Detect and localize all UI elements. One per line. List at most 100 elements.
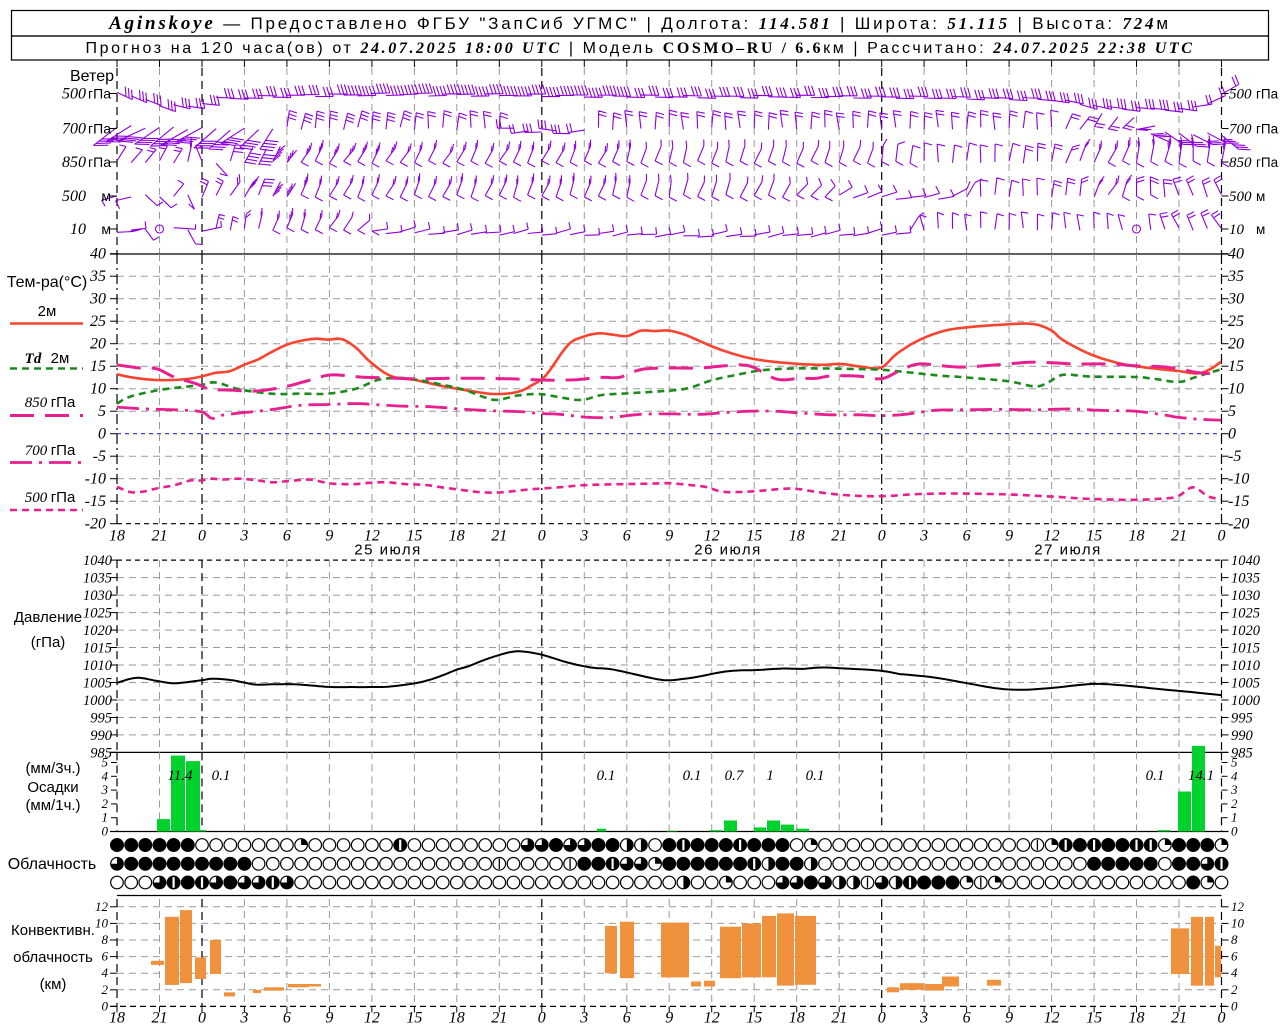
svg-text:3: 3: [239, 528, 248, 545]
svg-text:Ветер: Ветер: [70, 68, 114, 85]
svg-text:12: 12: [1044, 528, 1060, 545]
svg-text:-15: -15: [85, 493, 106, 510]
svg-text:-15: -15: [1228, 493, 1249, 510]
svg-text:9: 9: [325, 528, 333, 545]
svg-text:10: 10: [1229, 222, 1245, 238]
svg-text:1020: 1020: [83, 623, 113, 639]
svg-text:0.7: 0.7: [725, 768, 745, 784]
svg-text:8: 8: [1231, 932, 1238, 947]
svg-text:10: 10: [90, 381, 106, 398]
svg-text:15: 15: [90, 358, 106, 375]
svg-text:3: 3: [101, 782, 109, 797]
svg-text:18: 18: [789, 1010, 805, 1025]
svg-text:2м: 2м: [38, 303, 57, 320]
svg-text:гПа: гПа: [88, 121, 111, 137]
svg-text:0: 0: [1231, 998, 1238, 1013]
svg-text:-10: -10: [1228, 471, 1249, 488]
svg-text:0: 0: [1228, 426, 1236, 443]
svg-text:12: 12: [1044, 1010, 1060, 1025]
svg-text:1030: 1030: [83, 588, 113, 604]
svg-text:0.1: 0.1: [1146, 768, 1165, 784]
svg-text:700: 700: [25, 443, 48, 459]
svg-text:18: 18: [109, 1010, 125, 1025]
svg-text:1000: 1000: [83, 693, 113, 709]
svg-text:Тем-ра(°C): Тем-ра(°C): [7, 274, 88, 291]
svg-text:40: 40: [1228, 246, 1244, 263]
svg-text:м: м: [101, 188, 111, 204]
svg-text:-10: -10: [85, 471, 106, 488]
svg-text:-5: -5: [93, 448, 106, 465]
svg-text:-20: -20: [85, 516, 106, 533]
svg-text:0: 0: [198, 1010, 206, 1025]
svg-text:25: 25: [90, 313, 106, 330]
svg-text:0: 0: [538, 1010, 546, 1025]
svg-text:18: 18: [1129, 1010, 1145, 1025]
svg-text:1035: 1035: [1231, 571, 1260, 587]
svg-text:15: 15: [406, 528, 422, 545]
svg-text:990: 990: [90, 728, 113, 744]
svg-text:500: 500: [1229, 87, 1252, 103]
svg-text:1030: 1030: [1231, 588, 1261, 604]
svg-text:12: 12: [704, 1010, 720, 1025]
svg-text:1: 1: [1231, 810, 1238, 825]
svg-text:гПа: гПа: [1256, 155, 1279, 170]
svg-text:4: 4: [102, 965, 109, 980]
svg-text:10: 10: [1231, 915, 1245, 930]
svg-text:30: 30: [1227, 291, 1244, 308]
svg-text:1: 1: [766, 768, 774, 784]
svg-text:12: 12: [364, 1010, 380, 1025]
svg-text:1025: 1025: [1231, 606, 1260, 622]
svg-text:1035: 1035: [83, 571, 112, 587]
svg-text:6: 6: [963, 1010, 971, 1025]
svg-text:Прогноз на 120 часа(ов) от 24.: Прогноз на 120 часа(ов) от 24.07.2025 18…: [86, 40, 1195, 57]
svg-text:21: 21: [831, 1010, 847, 1025]
svg-text:6: 6: [283, 528, 291, 545]
svg-text:850: 850: [1229, 155, 1252, 171]
svg-text:14.1: 14.1: [1188, 768, 1214, 784]
svg-text:25: 25: [1228, 313, 1244, 330]
svg-text:гПа: гПа: [51, 489, 76, 506]
svg-text:995: 995: [1231, 711, 1253, 727]
svg-text:0.1: 0.1: [806, 768, 825, 784]
svg-text:Конвективн.: Конвективн.: [11, 922, 95, 939]
svg-text:0: 0: [1231, 824, 1238, 839]
svg-text:21: 21: [1171, 1010, 1187, 1025]
svg-text:4: 4: [1231, 768, 1238, 783]
svg-text:6: 6: [102, 949, 109, 964]
svg-text:500: 500: [62, 188, 86, 205]
svg-text:(мм/1ч.): (мм/1ч.): [25, 797, 80, 814]
svg-text:10: 10: [95, 915, 109, 930]
svg-text:12: 12: [1231, 899, 1245, 914]
svg-text:21: 21: [152, 528, 168, 545]
svg-text:1000: 1000: [1231, 693, 1261, 709]
svg-text:0: 0: [102, 998, 109, 1013]
svg-text:3: 3: [919, 528, 928, 545]
svg-text:0: 0: [878, 528, 886, 545]
svg-text:м: м: [1256, 189, 1265, 204]
svg-text:9: 9: [325, 1010, 333, 1025]
svg-text:(гПа): (гПа): [31, 634, 66, 651]
svg-text:15: 15: [746, 1010, 762, 1025]
svg-text:40: 40: [90, 246, 106, 263]
svg-text:м: м: [101, 221, 111, 237]
svg-text:5: 5: [1231, 755, 1238, 770]
svg-text:5: 5: [102, 755, 109, 770]
svg-text:5: 5: [98, 403, 106, 420]
svg-text:15: 15: [1086, 1010, 1102, 1025]
svg-text:500: 500: [25, 490, 48, 506]
svg-text:3: 3: [239, 1010, 248, 1025]
svg-text:850: 850: [25, 395, 48, 411]
svg-text:12: 12: [95, 899, 109, 914]
svg-text:0: 0: [1218, 528, 1226, 545]
svg-text:0: 0: [102, 824, 109, 839]
svg-text:1: 1: [102, 810, 109, 825]
svg-text:18: 18: [449, 528, 465, 545]
svg-text:1005: 1005: [1231, 676, 1260, 692]
svg-text:(мм/3ч.): (мм/3ч.): [25, 760, 80, 777]
svg-text:м: м: [1256, 222, 1265, 237]
svg-text:4: 4: [102, 768, 109, 783]
svg-text:2: 2: [1231, 982, 1238, 997]
svg-text:995: 995: [90, 711, 112, 727]
svg-text:Aginskoye — Предоставлено ФГ: Aginskoye — Предоставлено ФГБУ "ЗапСиб У…: [108, 13, 1171, 34]
svg-text:20: 20: [90, 336, 106, 353]
